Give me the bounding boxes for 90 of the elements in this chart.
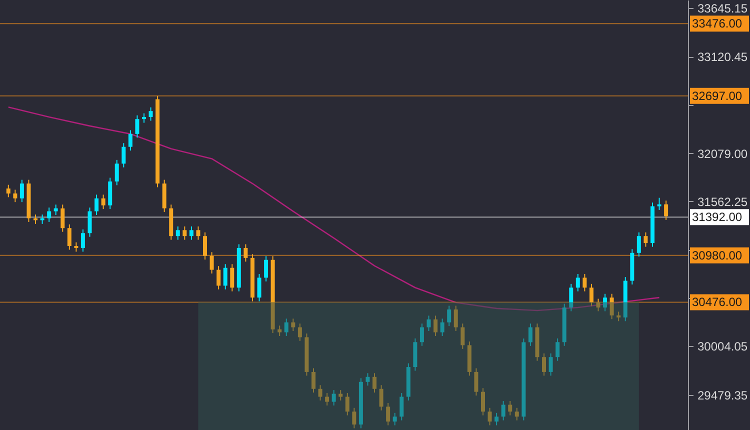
candlestick	[454, 305, 458, 332]
candlestick	[447, 305, 452, 327]
candlestick	[196, 226, 200, 240]
candlestick	[610, 293, 614, 320]
ref-line-label: 30476.00	[692, 295, 742, 310]
candlestick	[480, 388, 485, 416]
candlestick	[386, 402, 390, 426]
candlestick	[345, 392, 350, 416]
candlestick	[488, 407, 492, 426]
candlestick	[569, 283, 574, 312]
y-tick-label: 31562.25	[698, 194, 748, 209]
candlestick	[13, 189, 18, 203]
candlestick	[434, 315, 438, 337]
y-tick-label: 32079.00	[698, 146, 748, 161]
candlestick	[257, 273, 262, 302]
candlestick	[528, 323, 532, 346]
candlestick	[460, 323, 465, 350]
candlestick	[542, 352, 546, 376]
ref-line-label: 32697.00	[692, 88, 742, 103]
candlestick	[264, 256, 268, 282]
candlestick	[352, 407, 356, 429]
line-series	[8, 106, 660, 312]
y-tick-label: 30004.05	[698, 340, 748, 354]
candlestick	[108, 177, 112, 210]
y-tick-label: 33120.45	[698, 50, 748, 64]
candlestick	[325, 392, 330, 406]
candlestick	[589, 283, 594, 307]
candlestick	[392, 412, 397, 426]
candlestick	[54, 204, 58, 216]
candlestick	[657, 197, 662, 210]
candlestick	[182, 226, 187, 240]
candlestick	[400, 392, 404, 421]
candlestick	[176, 226, 180, 240]
candlestick	[230, 264, 234, 292]
candlestick	[128, 130, 132, 152]
candlestick	[616, 311, 621, 322]
candlestick	[74, 242, 78, 252]
candlestick	[514, 407, 519, 421]
candlestick	[508, 400, 512, 416]
candlestick	[203, 232, 208, 260]
candlestick	[142, 112, 146, 124]
candlestick	[20, 179, 24, 203]
candlestick	[332, 390, 336, 406]
candlestick	[644, 232, 648, 248]
candlestick	[474, 368, 478, 396]
candlestick	[420, 323, 424, 346]
candlestick	[278, 325, 282, 337]
candlestick	[210, 252, 214, 274]
candlestick	[284, 318, 288, 337]
candlestick	[101, 194, 106, 210]
candlestick	[636, 232, 641, 258]
ref-line-label: 31392.00	[692, 210, 742, 224]
candlestick	[556, 338, 560, 362]
candlestick	[291, 318, 296, 332]
candlestick	[216, 266, 221, 290]
candlestick	[494, 412, 499, 426]
candlestick	[501, 400, 506, 421]
candlestick	[576, 273, 580, 292]
candlestick	[311, 368, 316, 394]
candlestick	[80, 228, 85, 252]
candlestick	[60, 204, 65, 232]
candlestick	[94, 194, 99, 216]
candlestick	[372, 372, 377, 394]
candlestick	[318, 384, 322, 401]
ref-line-label: 33476.00	[692, 16, 742, 31]
candlestick	[664, 200, 668, 220]
candlestick	[148, 106, 153, 122]
candlestick	[6, 184, 10, 198]
candlestick	[223, 264, 228, 290]
ref-line-label: 30980.00	[692, 248, 742, 262]
candlestick	[47, 207, 52, 222]
candlestick	[603, 293, 608, 312]
candlestick	[582, 273, 587, 292]
candlestick	[67, 224, 72, 250]
y-tick-label: 33645.15	[698, 1, 748, 16]
candlestick	[548, 352, 553, 376]
candlestick	[135, 114, 140, 138]
candlestick	[379, 384, 384, 411]
candlestick	[114, 159, 119, 186]
candlestick	[298, 323, 302, 342]
candlestick	[338, 390, 343, 401]
candlestick	[366, 372, 370, 386]
candlestick	[88, 207, 92, 238]
candlestick	[189, 226, 194, 240]
candlestick	[440, 318, 444, 337]
candlestick	[244, 244, 248, 262]
y-tick-label: 29479.35	[698, 388, 748, 402]
candlestick	[122, 142, 126, 168]
candlestick	[426, 315, 431, 332]
candlestick	[596, 298, 600, 312]
